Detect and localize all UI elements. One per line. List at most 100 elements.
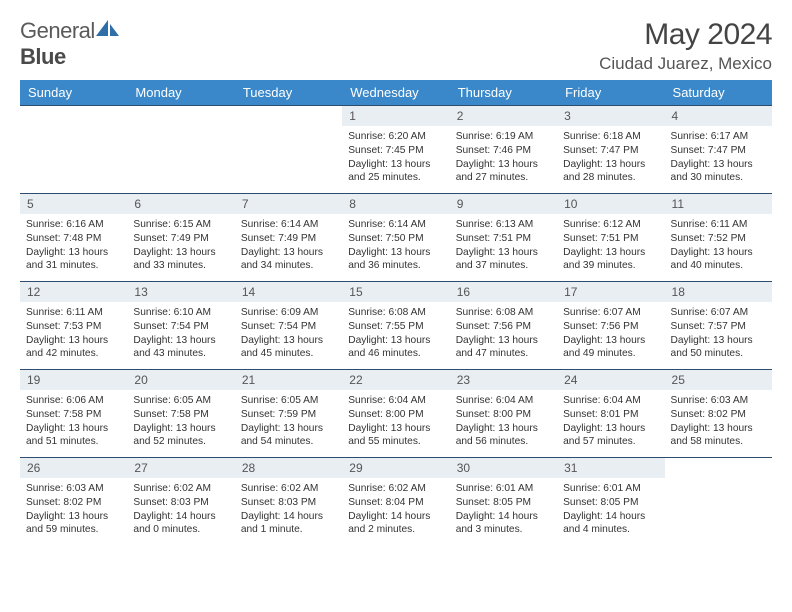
sunset-text: Sunset: 7:56 PM xyxy=(563,320,658,334)
daylight-text: Daylight: 14 hours and 4 minutes. xyxy=(563,510,658,538)
sunset-text: Sunset: 7:54 PM xyxy=(133,320,228,334)
daylight-text: Daylight: 14 hours and 2 minutes. xyxy=(348,510,443,538)
calendar-day-cell: 8Sunrise: 6:14 AMSunset: 7:50 PMDaylight… xyxy=(342,194,449,282)
day-details: Sunrise: 6:11 AMSunset: 7:53 PMDaylight:… xyxy=(20,302,127,365)
day-details: Sunrise: 6:04 AMSunset: 8:01 PMDaylight:… xyxy=(557,390,664,453)
location: Ciudad Juarez, Mexico xyxy=(599,54,772,74)
sunset-text: Sunset: 8:02 PM xyxy=(671,408,766,422)
sunset-text: Sunset: 8:03 PM xyxy=(241,496,336,510)
sunset-text: Sunset: 8:00 PM xyxy=(348,408,443,422)
sunrise-text: Sunrise: 6:14 AM xyxy=(241,218,336,232)
day-details: Sunrise: 6:10 AMSunset: 7:54 PMDaylight:… xyxy=(127,302,234,365)
calendar-week-row: 5Sunrise: 6:16 AMSunset: 7:48 PMDaylight… xyxy=(20,194,772,282)
day-number: 28 xyxy=(235,458,342,478)
sunset-text: Sunset: 7:52 PM xyxy=(671,232,766,246)
calendar-day-cell: 9Sunrise: 6:13 AMSunset: 7:51 PMDaylight… xyxy=(450,194,557,282)
sunrise-text: Sunrise: 6:13 AM xyxy=(456,218,551,232)
calendar-day-cell: 25Sunrise: 6:03 AMSunset: 8:02 PMDayligh… xyxy=(665,370,772,458)
day-details: Sunrise: 6:09 AMSunset: 7:54 PMDaylight:… xyxy=(235,302,342,365)
daylight-text: Daylight: 13 hours and 55 minutes. xyxy=(348,422,443,450)
logo: GeneralBlue xyxy=(20,18,121,70)
day-details: Sunrise: 6:17 AMSunset: 7:47 PMDaylight:… xyxy=(665,126,772,189)
sunset-text: Sunset: 7:59 PM xyxy=(241,408,336,422)
day-number: 1 xyxy=(342,106,449,126)
daylight-text: Daylight: 14 hours and 0 minutes. xyxy=(133,510,228,538)
day-details: Sunrise: 6:02 AMSunset: 8:03 PMDaylight:… xyxy=(127,478,234,541)
daylight-text: Daylight: 13 hours and 49 minutes. xyxy=(563,334,658,362)
sunrise-text: Sunrise: 6:19 AM xyxy=(456,130,551,144)
sunrise-text: Sunrise: 6:05 AM xyxy=(241,394,336,408)
sunrise-text: Sunrise: 6:02 AM xyxy=(241,482,336,496)
title-block: May 2024 Ciudad Juarez, Mexico xyxy=(599,18,772,74)
day-number: 2 xyxy=(450,106,557,126)
weekday-row: Sunday Monday Tuesday Wednesday Thursday… xyxy=(20,80,772,106)
calendar-day-cell: 23Sunrise: 6:04 AMSunset: 8:00 PMDayligh… xyxy=(450,370,557,458)
sunrise-text: Sunrise: 6:08 AM xyxy=(456,306,551,320)
sunset-text: Sunset: 7:47 PM xyxy=(563,144,658,158)
calendar-day-cell: 14Sunrise: 6:09 AMSunset: 7:54 PMDayligh… xyxy=(235,282,342,370)
calendar-day-cell: 30Sunrise: 6:01 AMSunset: 8:05 PMDayligh… xyxy=(450,458,557,546)
calendar-week-row: 26Sunrise: 6:03 AMSunset: 8:02 PMDayligh… xyxy=(20,458,772,546)
daylight-text: Daylight: 13 hours and 34 minutes. xyxy=(241,246,336,274)
daylight-text: Daylight: 13 hours and 46 minutes. xyxy=(348,334,443,362)
calendar-day-cell xyxy=(665,458,772,546)
calendar-day-cell: 18Sunrise: 6:07 AMSunset: 7:57 PMDayligh… xyxy=(665,282,772,370)
day-number: 20 xyxy=(127,370,234,390)
day-number: 27 xyxy=(127,458,234,478)
daylight-text: Daylight: 13 hours and 51 minutes. xyxy=(26,422,121,450)
day-number: 5 xyxy=(20,194,127,214)
sunset-text: Sunset: 8:04 PM xyxy=(348,496,443,510)
day-number: 12 xyxy=(20,282,127,302)
calendar-day-cell: 12Sunrise: 6:11 AMSunset: 7:53 PMDayligh… xyxy=(20,282,127,370)
daylight-text: Daylight: 13 hours and 30 minutes. xyxy=(671,158,766,186)
day-number: 31 xyxy=(557,458,664,478)
calendar-day-cell: 24Sunrise: 6:04 AMSunset: 8:01 PMDayligh… xyxy=(557,370,664,458)
sunrise-text: Sunrise: 6:05 AM xyxy=(133,394,228,408)
sunset-text: Sunset: 7:49 PM xyxy=(133,232,228,246)
calendar-day-cell: 28Sunrise: 6:02 AMSunset: 8:03 PMDayligh… xyxy=(235,458,342,546)
day-details: Sunrise: 6:19 AMSunset: 7:46 PMDaylight:… xyxy=(450,126,557,189)
sunset-text: Sunset: 7:55 PM xyxy=(348,320,443,334)
calendar-day-cell: 27Sunrise: 6:02 AMSunset: 8:03 PMDayligh… xyxy=(127,458,234,546)
day-number: 16 xyxy=(450,282,557,302)
weekday-header: Tuesday xyxy=(235,80,342,106)
day-number: 30 xyxy=(450,458,557,478)
weekday-header: Thursday xyxy=(450,80,557,106)
day-number: 10 xyxy=(557,194,664,214)
calendar-week-row: 12Sunrise: 6:11 AMSunset: 7:53 PMDayligh… xyxy=(20,282,772,370)
day-number: 9 xyxy=(450,194,557,214)
day-number: 11 xyxy=(665,194,772,214)
calendar-table: Sunday Monday Tuesday Wednesday Thursday… xyxy=(20,80,772,546)
day-details: Sunrise: 6:01 AMSunset: 8:05 PMDaylight:… xyxy=(450,478,557,541)
day-details: Sunrise: 6:08 AMSunset: 7:56 PMDaylight:… xyxy=(450,302,557,365)
day-details: Sunrise: 6:13 AMSunset: 7:51 PMDaylight:… xyxy=(450,214,557,277)
month-title: May 2024 xyxy=(599,18,772,52)
weekday-header: Wednesday xyxy=(342,80,449,106)
calendar-week-row: 1Sunrise: 6:20 AMSunset: 7:45 PMDaylight… xyxy=(20,106,772,194)
sunrise-text: Sunrise: 6:16 AM xyxy=(26,218,121,232)
day-details: Sunrise: 6:07 AMSunset: 7:57 PMDaylight:… xyxy=(665,302,772,365)
day-details: Sunrise: 6:06 AMSunset: 7:58 PMDaylight:… xyxy=(20,390,127,453)
day-number: 19 xyxy=(20,370,127,390)
logo-text-2: Blue xyxy=(20,44,66,69)
day-details: Sunrise: 6:03 AMSunset: 8:02 PMDaylight:… xyxy=(20,478,127,541)
day-number: 4 xyxy=(665,106,772,126)
calendar-day-cell: 2Sunrise: 6:19 AMSunset: 7:46 PMDaylight… xyxy=(450,106,557,194)
day-details: Sunrise: 6:04 AMSunset: 8:00 PMDaylight:… xyxy=(450,390,557,453)
daylight-text: Daylight: 13 hours and 40 minutes. xyxy=(671,246,766,274)
logo-text: GeneralBlue xyxy=(20,18,121,70)
day-number: 15 xyxy=(342,282,449,302)
calendar-day-cell: 17Sunrise: 6:07 AMSunset: 7:56 PMDayligh… xyxy=(557,282,664,370)
day-details: Sunrise: 6:14 AMSunset: 7:49 PMDaylight:… xyxy=(235,214,342,277)
sunrise-text: Sunrise: 6:03 AM xyxy=(671,394,766,408)
sunrise-text: Sunrise: 6:11 AM xyxy=(671,218,766,232)
sunrise-text: Sunrise: 6:04 AM xyxy=(563,394,658,408)
day-details: Sunrise: 6:16 AMSunset: 7:48 PMDaylight:… xyxy=(20,214,127,277)
day-number: 7 xyxy=(235,194,342,214)
sunset-text: Sunset: 7:51 PM xyxy=(456,232,551,246)
daylight-text: Daylight: 13 hours and 28 minutes. xyxy=(563,158,658,186)
daylight-text: Daylight: 13 hours and 50 minutes. xyxy=(671,334,766,362)
daylight-text: Daylight: 13 hours and 36 minutes. xyxy=(348,246,443,274)
weekday-header: Sunday xyxy=(20,80,127,106)
day-details: Sunrise: 6:05 AMSunset: 7:59 PMDaylight:… xyxy=(235,390,342,453)
